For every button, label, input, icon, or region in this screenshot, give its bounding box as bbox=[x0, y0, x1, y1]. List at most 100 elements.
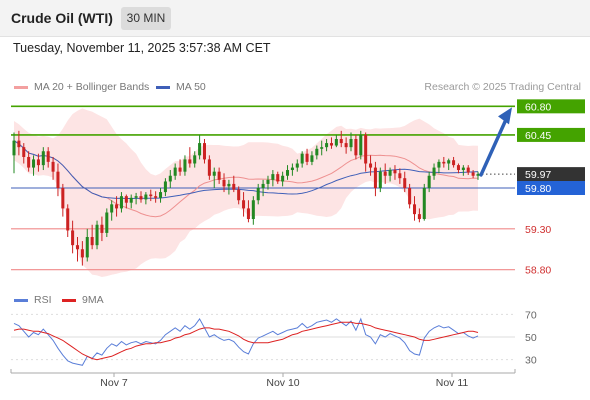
candle-body bbox=[168, 175, 172, 182]
projection-arrow-shaft bbox=[479, 115, 509, 177]
tag-current-price: 59.97 bbox=[525, 169, 551, 181]
legend-bollinger: MA 20 + Bollinger Bands bbox=[14, 81, 149, 93]
candle-body bbox=[61, 188, 65, 209]
candle-body bbox=[476, 174, 480, 176]
x-tick-label: Nov 10 bbox=[266, 377, 299, 389]
ma50-swatch-icon bbox=[156, 85, 170, 89]
candle-body bbox=[471, 172, 475, 176]
candle-body bbox=[261, 183, 265, 188]
candle-body bbox=[364, 134, 368, 164]
candle-body bbox=[212, 171, 216, 176]
candle-body bbox=[85, 237, 89, 258]
legend-rsi-label: RSI bbox=[34, 294, 52, 306]
candle-body bbox=[207, 159, 211, 176]
candle-body bbox=[139, 196, 143, 200]
candle-body bbox=[403, 178, 407, 188]
candle-body bbox=[134, 196, 138, 198]
candle-body bbox=[188, 159, 192, 164]
research-credit: Research © 2025 Trading Central bbox=[424, 81, 581, 93]
candle-body bbox=[232, 183, 236, 190]
candle-body bbox=[437, 161, 441, 168]
tag-current-price-box bbox=[517, 167, 585, 182]
candle-body bbox=[310, 155, 314, 162]
rsi-line bbox=[13, 317, 479, 366]
legend-ma50-label: MA 50 bbox=[176, 81, 206, 93]
candle-body bbox=[66, 208, 70, 231]
x-tick-label: Nov 11 bbox=[436, 377, 469, 389]
candle-body bbox=[32, 159, 36, 168]
candle-body bbox=[408, 188, 412, 205]
legend-ma50: MA 50 bbox=[156, 81, 206, 93]
candle-body bbox=[334, 139, 338, 146]
candle-body bbox=[398, 173, 402, 179]
candle-body bbox=[154, 196, 158, 198]
candle-body bbox=[286, 170, 290, 176]
tag-resistance-2: 60.80 bbox=[525, 101, 551, 113]
candle-body bbox=[90, 237, 94, 246]
candle-body bbox=[124, 196, 128, 203]
rsi-tick-70: 70 bbox=[525, 309, 537, 321]
candle-body bbox=[349, 139, 353, 148]
candle-body bbox=[442, 161, 446, 164]
candle-body bbox=[359, 134, 363, 156]
bollinger-swatch-icon bbox=[14, 85, 28, 89]
candle-body bbox=[246, 208, 250, 220]
candle-body bbox=[173, 167, 177, 176]
candle-body bbox=[256, 188, 260, 201]
candle-body bbox=[41, 151, 45, 166]
candle-body bbox=[115, 204, 119, 209]
candle-body bbox=[466, 167, 470, 173]
rsi-tick-30: 30 bbox=[525, 355, 537, 367]
candle-body bbox=[242, 200, 246, 209]
candle-body bbox=[320, 147, 324, 149]
tag-support-2: 58.80 bbox=[525, 265, 551, 277]
candle-body bbox=[339, 139, 343, 144]
candle-body bbox=[159, 192, 163, 198]
tag-resistance-2-box bbox=[517, 99, 585, 114]
candle-body bbox=[237, 189, 241, 201]
candle-body bbox=[251, 200, 255, 220]
candle-body bbox=[183, 159, 187, 172]
legend-bollinger-label: MA 20 + Bollinger Bands bbox=[34, 81, 150, 93]
instrument-title: Crude Oil (WTI) bbox=[11, 10, 113, 26]
candle-body bbox=[271, 174, 275, 180]
rsi-9ma-line bbox=[13, 321, 479, 361]
tag-pivot: 59.80 bbox=[525, 183, 551, 195]
candle-body bbox=[222, 179, 226, 187]
candle-body bbox=[95, 224, 99, 246]
candle-body bbox=[344, 143, 348, 148]
candle-body bbox=[75, 245, 80, 250]
chart-header: Crude Oil (WTI) 30 MIN bbox=[0, 0, 590, 37]
candle-body bbox=[388, 170, 392, 176]
candle-body bbox=[373, 167, 377, 188]
candle-body bbox=[383, 171, 387, 176]
candle-body bbox=[393, 170, 397, 174]
candle-body bbox=[46, 151, 50, 162]
candle-body bbox=[202, 143, 206, 160]
projection-arrow-head-icon bbox=[498, 107, 512, 125]
rsi-tick-50: 50 bbox=[525, 332, 537, 344]
chart-timestamp: Tuesday, November 11, 2025 3:57:38 AM CE… bbox=[13, 41, 271, 55]
timeframe-badge[interactable]: 30 MIN bbox=[121, 7, 171, 30]
candle-body bbox=[461, 167, 465, 171]
candle-body bbox=[129, 197, 133, 203]
candle-body bbox=[266, 179, 270, 184]
tag-resistance-1-box bbox=[517, 127, 585, 142]
rsi-swatch-icon bbox=[14, 298, 28, 302]
candle-body bbox=[290, 167, 294, 171]
ma50-line bbox=[13, 140, 479, 199]
candle-body bbox=[354, 139, 358, 156]
candle-body bbox=[227, 183, 231, 187]
candle-body bbox=[80, 249, 84, 258]
candle-body bbox=[71, 230, 75, 246]
candle-body bbox=[369, 163, 373, 168]
candle-body bbox=[281, 175, 285, 182]
candle-body bbox=[378, 171, 382, 188]
candle-body bbox=[452, 160, 456, 166]
tag-pivot-box bbox=[517, 181, 585, 195]
candle-body bbox=[417, 214, 421, 220]
candle-body bbox=[163, 181, 167, 193]
candle-body bbox=[193, 155, 197, 164]
